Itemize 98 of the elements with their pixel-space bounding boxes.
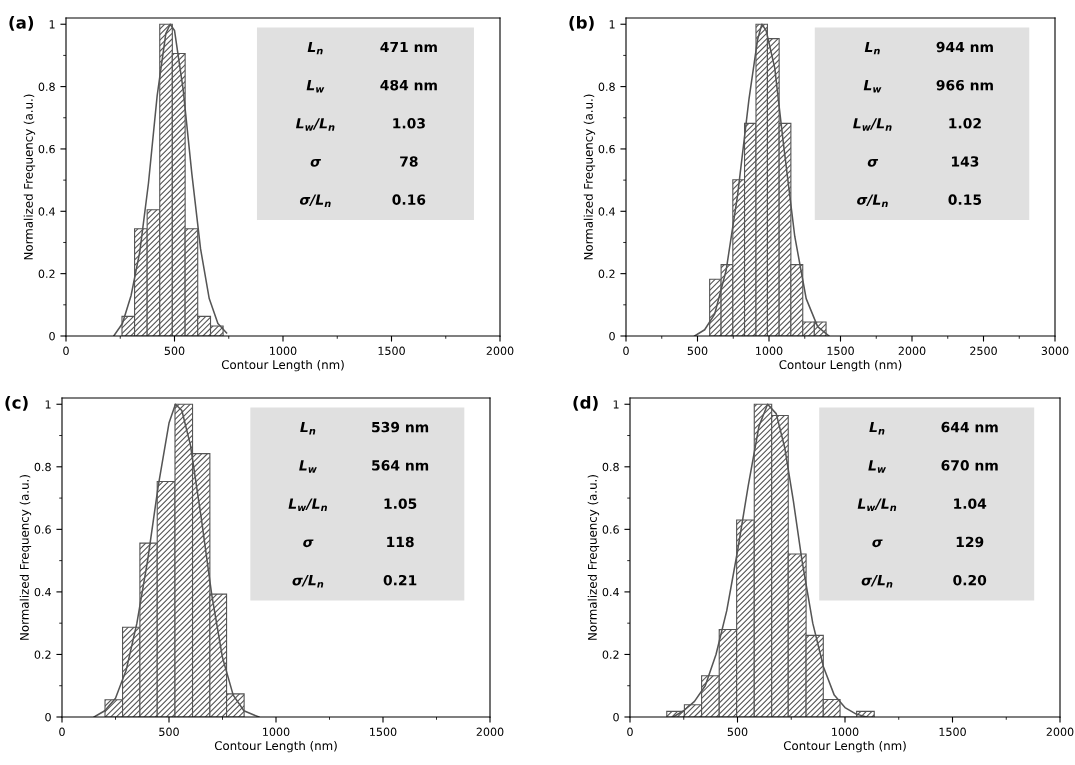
annotation: L$_{n}$: [864, 41, 880, 55]
y-tick-label: 0.6: [598, 144, 615, 154]
y-tick-label: 0.8: [38, 82, 55, 91]
x-tick-label: 1500: [370, 727, 397, 737]
annotation: 129: [956, 536, 984, 548]
annotation: 564 nm: [372, 460, 429, 471]
annotation: σ: [310, 158, 321, 167]
chart-title: (b): [569, 15, 594, 31]
annotation: σ/L$_{n}$: [857, 194, 888, 207]
x-tick-label: 0: [63, 346, 69, 356]
annotation: σ/L$_{n}$: [861, 575, 893, 588]
annotation: L$_{n}$: [307, 41, 323, 55]
annotation: 966 nm: [936, 79, 993, 91]
y-tick-label: 0: [45, 712, 51, 722]
annotation: 644 nm: [941, 421, 998, 433]
x-tick-label: 3000: [1041, 346, 1069, 356]
y-tick-label: 1: [45, 400, 51, 409]
y-tick-label: 0: [609, 331, 615, 341]
x-tick-label: 500: [164, 346, 185, 356]
y-tick-label: 0.4: [598, 207, 615, 216]
annotation: σ/L$_{n}$: [299, 194, 331, 207]
y-tick-label: 0.8: [598, 82, 615, 91]
annotation: σ: [872, 539, 883, 548]
y-tick-label: 0.8: [602, 462, 619, 472]
annotation: 1.05: [384, 498, 417, 509]
x-tick-label: 1500: [939, 727, 966, 737]
annotation: 1.04: [954, 498, 987, 509]
x-tick-label: 2000: [486, 346, 514, 356]
x-tick-label: 1000: [756, 346, 783, 356]
chart-title: (d): [573, 395, 598, 411]
annotation: L$_{n}$: [869, 422, 885, 435]
y-tick-label: 1: [49, 20, 55, 29]
y-tick-label: 0.2: [34, 650, 51, 659]
annotation: σ: [867, 158, 879, 167]
annotation: L$_{n}$: [300, 422, 316, 435]
y-tick-label: 0.4: [34, 587, 51, 597]
y-tick-label: 0.4: [602, 587, 619, 597]
chart-title: (a): [9, 15, 34, 31]
x-tick-label: 1500: [378, 346, 405, 356]
y-tick-label: 1: [609, 20, 615, 29]
annotation: 1.03: [393, 118, 425, 129]
x-axis-title: Contour Length (nm): [221, 359, 344, 372]
y-tick-label: 0: [49, 331, 55, 341]
x-axis-title: Contour Length (nm): [783, 740, 906, 753]
y-tick-label: 0.2: [598, 269, 615, 279]
annotation: 0.20: [953, 574, 987, 586]
annotation: 78: [400, 156, 418, 167]
annotation: 0.21: [383, 574, 417, 586]
annotation: L$_{w}$: [299, 460, 317, 473]
x-tick-label: 0: [627, 727, 633, 737]
x-tick-label: 0: [623, 346, 629, 356]
annotation: 484 nm: [380, 79, 437, 91]
annotation: 670 nm: [941, 460, 998, 471]
y-axis-title: Normalized Frequency (a.u.): [587, 475, 600, 640]
annotation: L$_{w}$: [868, 460, 887, 473]
annotation: 471 nm: [380, 41, 437, 53]
x-axis-title: Contour Length (nm): [779, 359, 902, 372]
annotation: 944 nm: [936, 41, 993, 53]
annotation: 143: [951, 156, 979, 167]
annotation: L$_{w}$: [306, 80, 325, 93]
y-axis-title: Normalized Frequency (a.u.): [583, 94, 596, 260]
annotation: L$_{w}$/L$_{n}$: [295, 118, 335, 131]
y-tick-label: 0.2: [602, 650, 619, 659]
y-tick-label: 0.4: [38, 207, 55, 216]
annotation: L$_{w}$/L$_{n}$: [857, 498, 897, 511]
y-tick-label: 1: [613, 400, 619, 409]
x-tick-label: 1500: [827, 346, 854, 356]
x-tick-label: 2000: [476, 727, 504, 737]
y-tick-label: 0.6: [34, 525, 51, 534]
y-tick-label: 0.6: [38, 144, 55, 154]
chart-title: (c): [5, 395, 28, 411]
x-tick-label: 500: [687, 346, 708, 356]
x-tick-label: 500: [159, 727, 179, 737]
annotation: 118: [387, 536, 414, 548]
x-axis-title: Contour Length (nm): [214, 740, 337, 753]
annotation: L$_{w}$/L$_{n}$: [288, 498, 327, 511]
y-tick-label: 0: [613, 712, 619, 722]
x-tick-label: 0: [59, 727, 65, 737]
x-tick-label: 1000: [263, 727, 290, 737]
x-tick-label: 2500: [970, 346, 997, 356]
x-tick-label: 2000: [898, 346, 926, 356]
x-tick-label: 1000: [832, 727, 859, 737]
annotation: L$_{w}$/L$_{n}$: [853, 118, 892, 131]
x-tick-label: 500: [727, 727, 748, 737]
y-tick-label: 0.2: [38, 269, 55, 279]
annotation: 0.15: [948, 194, 982, 205]
annotation: 0.16: [392, 194, 426, 205]
y-axis-title: Normalized Frequency (a.u.): [19, 475, 32, 640]
annotation: L$_{w}$: [863, 80, 882, 93]
annotation: 539 nm: [372, 421, 429, 433]
y-tick-label: 0.6: [602, 525, 619, 534]
x-tick-label: 2000: [1046, 727, 1074, 737]
y-tick-label: 0.8: [34, 462, 51, 472]
annotation: σ/L$_{n}$: [292, 575, 324, 588]
annotation: 1.02: [949, 118, 981, 129]
annotation: σ: [303, 539, 314, 548]
y-axis-title: Normalized Frequency (a.u.): [23, 94, 36, 260]
x-tick-label: 1000: [270, 346, 297, 356]
